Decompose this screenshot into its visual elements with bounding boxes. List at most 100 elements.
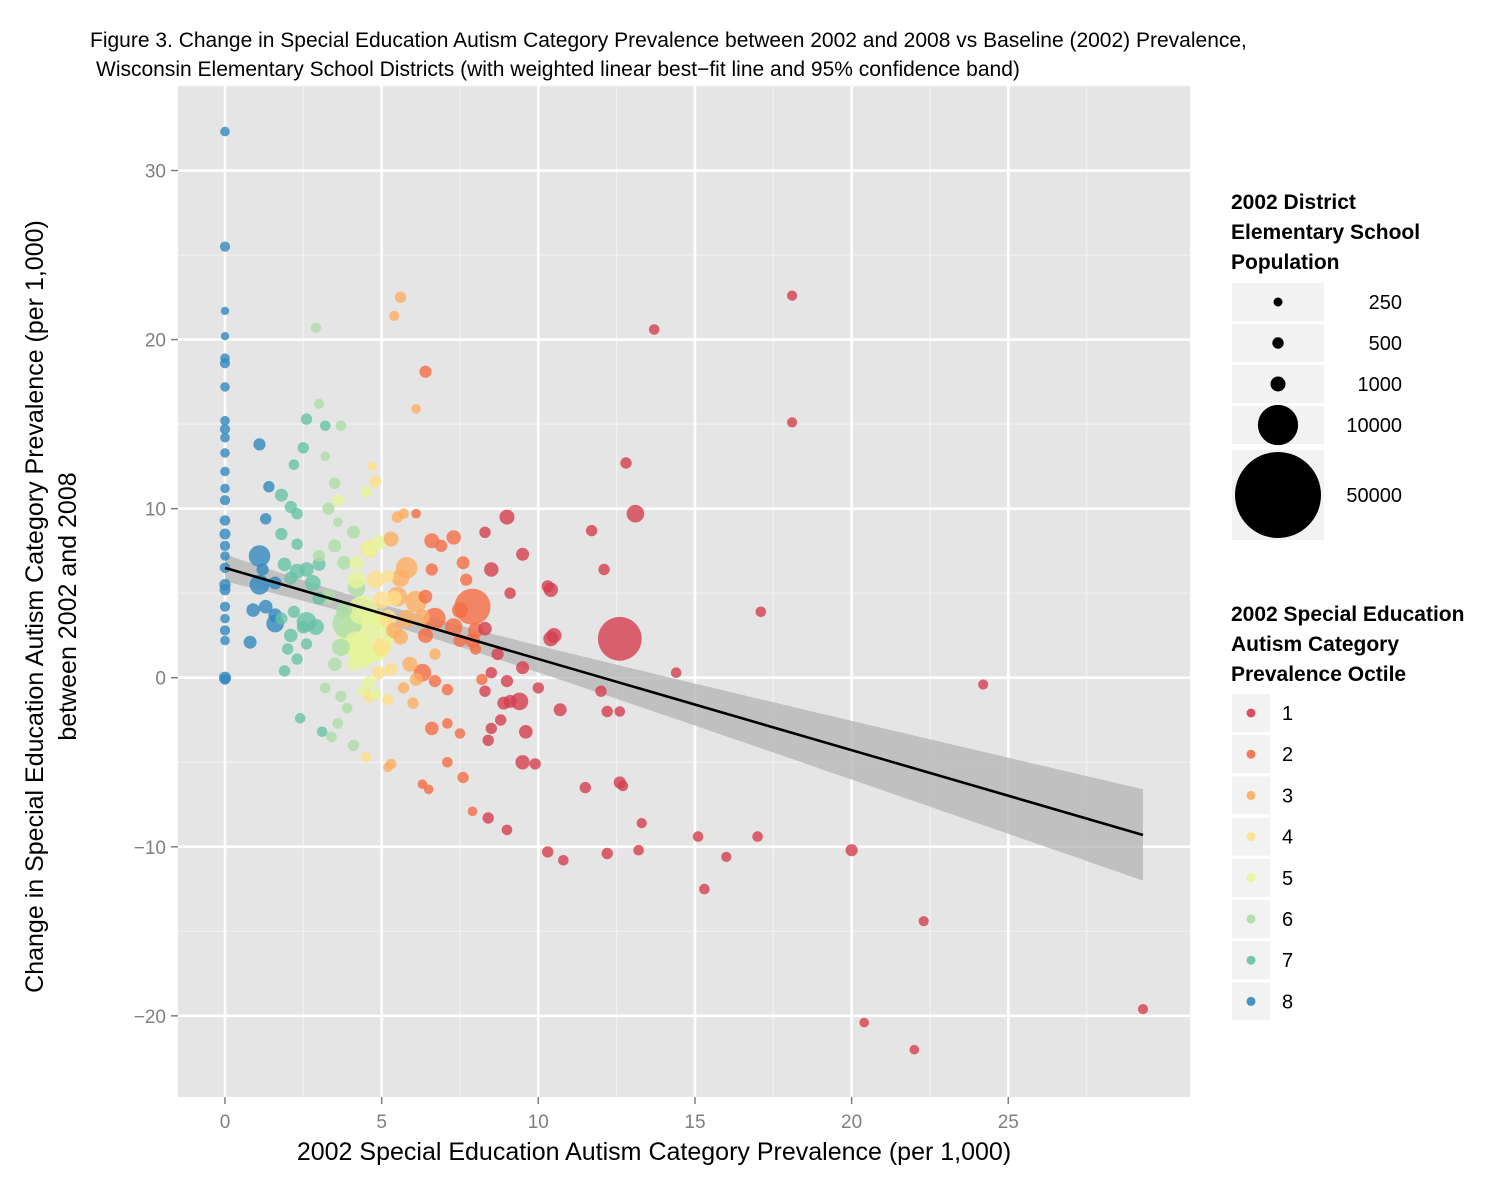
data-point-octile-1 [553,703,567,717]
data-point-octile-1 [579,781,591,794]
data-point-octile-8 [219,674,231,685]
data-point-octile-1 [500,675,514,688]
data-point-octile-1 [478,621,492,636]
data-point-octile-1 [633,844,644,856]
x-tick-label: 0 [220,1112,231,1133]
data-point-octile-1 [845,844,858,857]
data-point-octile-7 [278,665,291,677]
data-point-octile-7 [275,612,288,625]
data-point-octile-6 [332,718,344,729]
data-point-octile-1 [787,417,798,428]
data-point-octile-6 [341,702,353,714]
x-tick-label: 25 [998,1112,1019,1133]
y-axis-title-line-1: Change in Special Education Autism Categ… [21,220,49,993]
data-point-octile-3 [402,656,418,672]
data-point-octile-2 [425,563,438,576]
data-point-octile-1 [978,679,989,690]
data-point-octile-6 [332,638,350,657]
chart-title-line-2: Wisconsin Elementary School Districts (w… [96,58,1020,81]
data-point-octile-6 [329,477,341,489]
size-legend-label: 500 [1369,333,1402,355]
color-legend-title-line-3: Prevalence Octile [1231,663,1406,686]
data-point-octile-2 [435,539,448,553]
data-point-octile-1 [752,831,763,842]
data-point-octile-2 [441,683,454,696]
data-point-octile-4 [371,665,386,680]
data-point-octile-5 [371,535,386,550]
color-legend-label: 4 [1282,827,1293,849]
data-point-octile-8 [220,332,230,341]
data-point-octile-8 [220,353,230,364]
data-point-octile-1 [516,547,530,561]
data-point-octile-2 [454,728,466,739]
data-point-octile-1 [479,526,491,538]
data-point-octile-8 [220,466,230,477]
data-point-octile-8 [219,584,231,596]
size-legend-label: 250 [1369,292,1402,314]
data-point-octile-6 [312,549,326,563]
data-point-octile-1 [510,692,529,711]
data-point-octile-1 [636,818,647,829]
data-point-octile-8 [219,528,231,540]
data-point-octile-1 [595,685,607,697]
data-point-octile-7 [275,527,288,541]
data-point-octile-1 [787,290,798,301]
data-point-octile-1 [479,685,491,697]
data-point-octile-7 [288,459,300,471]
minor-gridlines [178,85,1190,1097]
data-point-octile-8 [258,599,273,614]
data-point-octile-6 [326,731,337,743]
data-point-octile-2 [457,771,469,784]
y-tick-label: −20 [134,1007,166,1028]
data-point-octile-6 [313,398,325,409]
data-point-octile-2 [460,573,473,586]
data-point-octile-5 [349,556,364,570]
data-point-octile-8 [220,635,230,646]
data-point-octile-1 [859,1017,869,1028]
data-point-octile-5 [346,657,361,671]
color-legend-key-dot [1246,914,1256,924]
size-legend-title-line-1: 2002 District [1231,191,1356,214]
x-tick-label: 5 [376,1112,387,1133]
data-point-octile-7 [296,620,310,634]
data-point-octile-1 [482,812,494,824]
fit-line-layer [224,566,1144,837]
data-point-octile-1 [601,847,613,860]
size-legend-title-line-2: Elementary School [1231,221,1420,244]
data-point-octile-6 [337,556,351,570]
data-point-octile-7 [294,713,306,724]
data-point-octile-8 [220,551,230,561]
chart-title-line-1: Figure 3. Change in Special Education Au… [90,29,1247,52]
color-legend-title-line-1: 2002 Special Education [1231,603,1464,626]
data-point-octile-5 [369,688,382,701]
data-point-octile-7 [277,557,292,572]
data-point-octile-1 [499,509,515,525]
data-point-octile-1 [1137,1004,1149,1015]
data-point-octile-7 [320,420,331,432]
data-point-octile-6 [320,451,331,462]
data-point-octile-4 [372,638,391,657]
size-legend-label: 10000 [1346,415,1402,437]
data-point-octile-8 [219,601,231,612]
size-legend-title-line-3: Population [1231,251,1340,274]
data-point-octile-2 [411,508,421,519]
data-point-octile-7 [274,488,288,502]
data-point-octile-1 [699,883,710,895]
data-point-octile-1 [614,706,626,717]
data-point-octile-8 [263,481,275,493]
data-point-octile-8 [219,495,231,506]
data-point-octile-1 [482,734,494,746]
data-point-octile-3 [389,310,400,321]
data-point-octile-8 [220,126,230,137]
data-point-octile-1 [546,628,562,643]
data-point-octile-2 [442,757,453,768]
data-point-octile-1 [516,661,530,675]
data-point-octile-3 [383,531,399,547]
data-point-octile-5 [360,486,372,498]
x-axis: 0 5 10 15 20 25 [220,1097,1019,1133]
color-legend-label: 1 [1282,703,1293,725]
data-point-octile-1 [918,916,929,927]
x-axis-title: 2002 Special Education Autism Category P… [297,1138,1011,1166]
data-point-octile-5 [357,685,369,697]
color-legend-key-dot [1246,708,1256,718]
